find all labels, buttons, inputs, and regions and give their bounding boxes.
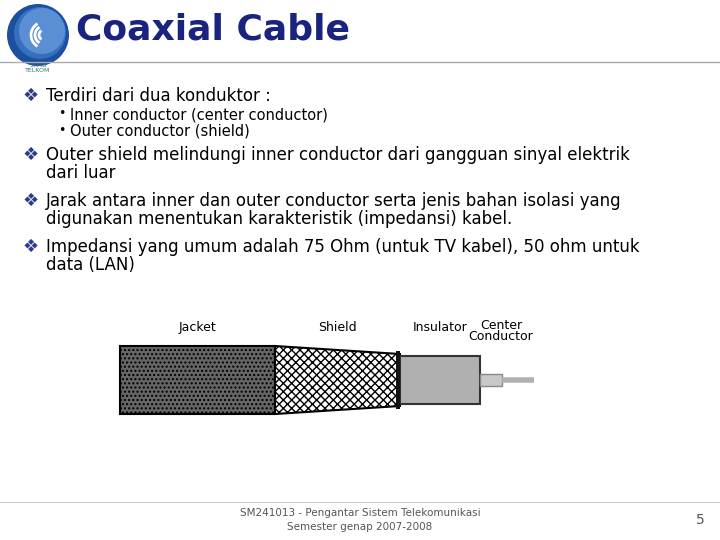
Text: Jacket: Jacket xyxy=(179,321,217,334)
Text: ❖: ❖ xyxy=(22,238,38,256)
Text: Insulator: Insulator xyxy=(413,321,467,334)
Text: Shield: Shield xyxy=(318,321,357,334)
Text: dari luar: dari luar xyxy=(46,164,115,182)
Bar xyxy=(400,355,480,404)
Text: Conductor: Conductor xyxy=(469,330,534,343)
Text: •: • xyxy=(58,107,66,120)
Text: Center: Center xyxy=(480,319,522,332)
Text: Terdiri dari dua konduktor :: Terdiri dari dua konduktor : xyxy=(46,87,271,105)
Text: SM241013 - Pengantar Sistem Telekomunikasi
Semester genap 2007-2008: SM241013 - Pengantar Sistem Telekomunika… xyxy=(240,508,480,532)
Bar xyxy=(120,346,275,414)
Ellipse shape xyxy=(14,7,66,59)
Text: •: • xyxy=(58,124,66,137)
Text: Outer shield melindungi inner conductor dari gangguan sinyal elektrik: Outer shield melindungi inner conductor … xyxy=(46,146,630,164)
Ellipse shape xyxy=(19,8,65,54)
Text: Jarak antara inner dan outer conductor serta jenis bahan isolasi yang: Jarak antara inner dan outer conductor s… xyxy=(46,192,621,210)
Text: Impedansi yang umum adalah 75 Ohm (untuk TV kabel), 50 ohm untuk: Impedansi yang umum adalah 75 Ohm (untuk… xyxy=(46,238,639,256)
Bar xyxy=(396,350,400,409)
Bar xyxy=(480,374,502,386)
Ellipse shape xyxy=(7,4,69,66)
Text: Coaxial Cable: Coaxial Cable xyxy=(76,13,350,47)
Text: Outer conductor (shield): Outer conductor (shield) xyxy=(70,124,250,139)
Polygon shape xyxy=(275,346,400,414)
Text: Inner conductor (center conductor): Inner conductor (center conductor) xyxy=(70,107,328,122)
Text: data (LAN): data (LAN) xyxy=(46,256,135,274)
Text: 5: 5 xyxy=(696,513,705,527)
Text: digunakan menentukan karakteristik (impedansi) kabel.: digunakan menentukan karakteristik (impe… xyxy=(46,210,512,228)
Text: ❖: ❖ xyxy=(22,192,38,210)
Text: STMB
TELKOM: STMB TELKOM xyxy=(25,63,50,73)
Text: ❖: ❖ xyxy=(22,87,38,105)
Text: ❖: ❖ xyxy=(22,146,38,164)
